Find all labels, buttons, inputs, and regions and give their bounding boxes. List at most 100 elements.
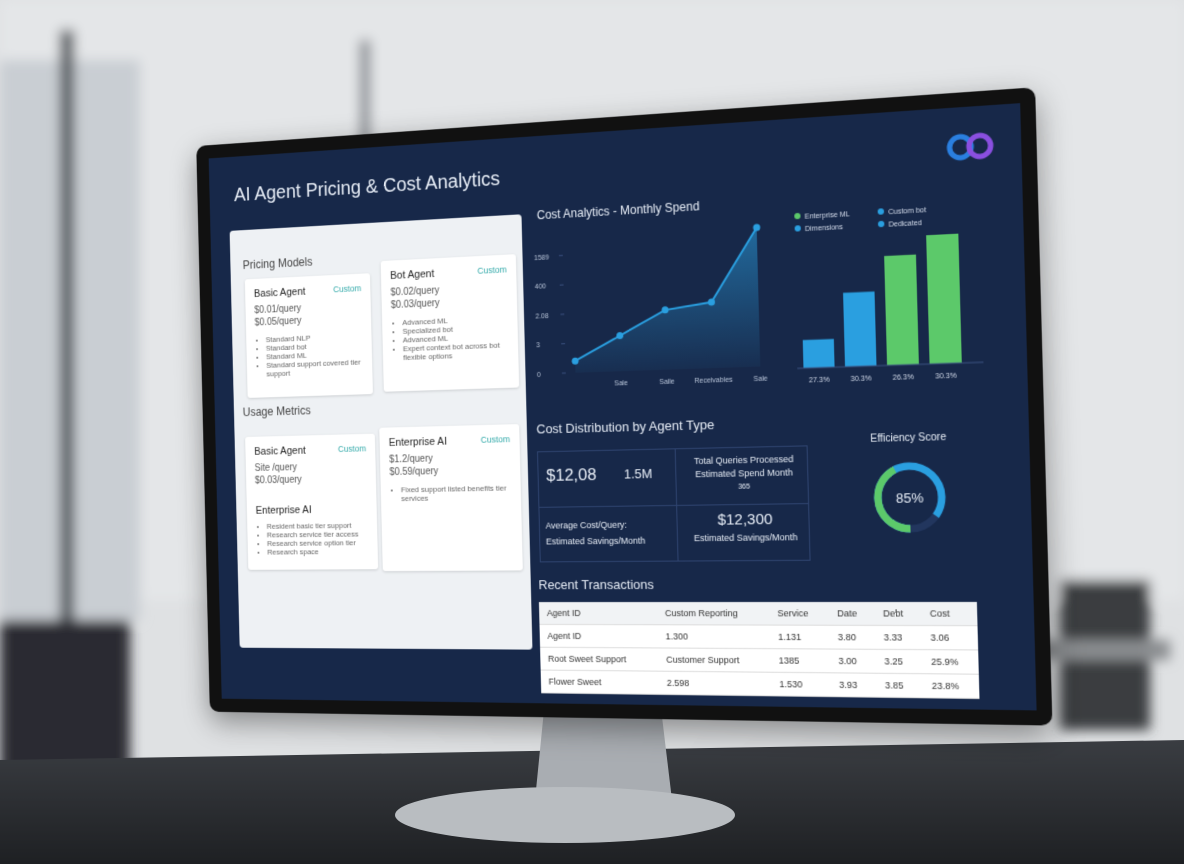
feature: Fixed support listed benefits tier servi… [401,484,512,503]
legend-swatch [794,212,801,220]
feature: Research service option tier [267,538,369,547]
line-chart: Cost Analytics - Monthly Spend 0 3 2.08 400 1… [534,201,768,388]
bar-chart: Enterprise ML Custom bot Dimensions Dedicat… [794,207,995,385]
section-title: Cost Distribution by Agent Type [536,416,715,437]
header-row: Agent ID Custom Reporting Service Date Debt C… [538,601,978,626]
bar [802,338,835,369]
feature-list: Resident basic tier supportResearch serv… [256,521,369,557]
card: Basic AgentCustom$0.01/query$0.05/queryS… [244,273,373,398]
card-tag: Custom [337,443,367,454]
table-cell: 3.33 [875,625,923,650]
table-cell: 3.93 [830,672,877,698]
kpi-value: $12,08 [546,465,597,485]
table-cell: 2.598 [658,671,772,696]
bar [884,254,919,366]
x-tick-label: Receivables [694,376,733,385]
feature-list: Fixed support listed benefits tier servi… [390,484,512,504]
legend-swatch [877,208,885,215]
section-title: Recent Transactions [538,576,655,593]
table-cell: 3.85 [876,673,924,698]
x-tick-label: Sale [614,380,628,388]
y-tick-label: 400 [535,283,547,291]
screen: AI Agent Pricing & Cost Analytics Pricin… [208,103,1037,711]
bar [843,291,877,367]
kpi-savings: $12,300 Estimated Savings/Month [684,510,807,543]
transactions-table: Agent ID Custom Reporting Service Date Debt C… [538,601,980,700]
table-cell: 1385 [770,648,831,673]
kpi-side: Total Queries Processed Estimated Spend M… [683,453,806,495]
card: Bot AgentCustom$0.02/query$0.03/queryAdv… [380,254,520,392]
monitor: AI Agent Pricing & Cost Analytics Pricin… [196,87,1053,726]
kpi-value: $12,300 [717,510,773,529]
feature: Standard support covered tier support [266,358,363,379]
feature: Expert context bot across bot flexible o… [403,340,509,362]
card-tag: Custom [477,264,507,276]
y-tick-label: 3 [536,342,540,349]
left-panel: Pricing Models Basic Agent Custom $0.01/qu… [229,214,533,650]
card-tag: Custom [480,434,511,445]
card: Enterprise AI Custom $1.2/query $0.59/query… [379,424,523,572]
monitor-base [395,787,735,843]
feature-list: Standard NLPStandard botStandard MLStand… [255,332,363,379]
chart-title: Cost Analytics - Monthly Spend [537,201,700,223]
logo [943,124,998,169]
legend-label: Custom bot [888,207,926,217]
x-tick-label: 30.3% [851,375,872,383]
card-name: Enterprise AI [255,504,312,517]
kpi-label: 365 [738,483,751,491]
x-tick-label: Sale [753,375,768,383]
kpi-label: Estimated Savings/Month [693,532,798,544]
section-title: Usage Metrics [242,403,311,420]
card-tag: Custom [333,283,362,295]
card-price: $0.59/query [389,466,439,478]
y-tick-label: 2.08 [535,313,548,321]
table-cell: Customer Support [657,647,771,673]
efficiency-gauge: Efficiency Score 85% [824,431,998,550]
x-tick-label: 27.3% [809,376,830,384]
x-tick-label: 26.3% [893,374,914,382]
column-header: Service [769,601,830,626]
table-row: Agent ID 1.300 1.131 3.80 3.33 3.06 [539,624,979,650]
column-header: Custom Reporting [656,602,770,626]
table-cell: 3.06 [921,625,979,650]
kpi-label: Estimated Spend Month [695,467,793,480]
table-cell: Root Sweet Support [540,647,659,672]
column-header: Debt [874,601,922,626]
table-cell: 1.300 [657,624,771,649]
y-tick-label: 1589 [534,254,549,262]
bar [926,233,962,365]
area [572,227,761,373]
point [616,332,624,340]
transactions: Agent ID Custom Reporting Service Date Debt C… [538,601,980,700]
column-header: Cost [920,601,978,626]
card: Basic Agent Custom Site /query $0.03/query E… [245,433,379,570]
x-tick-label: 30.3% [935,372,957,380]
section-title: Pricing Models [242,254,313,272]
dashboard-title: AI Agent Pricing & Cost Analytics [233,168,501,206]
legend-label: Dedicated [889,220,923,229]
divider [539,503,809,508]
table-cell: 1.530 [770,672,831,697]
kpi-box: $12,08 1.5M Total Queries Processed Estim… [537,445,811,563]
column-header: Date [828,601,876,626]
legend-label: Dimensions [805,224,844,234]
kpi-label: Average Cost/Query: [545,519,628,531]
feature-list: Advanced MLSpecialized botAdvanced MLExp… [391,314,509,363]
table-cell: 3.00 [829,649,877,674]
legend-label: Enterprise ML [805,211,851,221]
table-row: Flower Sweet 2.598 1.530 3.93 3.85 23.8% [540,670,980,699]
card-price: $1.2/query [389,453,433,466]
point [571,357,579,365]
table-cell: 3.80 [829,625,876,650]
card-price: $0.05/query [254,315,302,329]
table-cell: 1.131 [769,625,830,650]
monitor-neck [535,700,672,800]
card-price: $0.03/query [254,474,302,487]
legend-swatch [877,220,885,228]
table-cell: 25.9% [922,649,979,675]
kpi-label: Estimated Savings/Month [545,535,646,547]
legend-swatch [794,225,801,232]
x-tick-label: Saile [659,378,675,386]
table-cell: 3.25 [875,649,923,674]
